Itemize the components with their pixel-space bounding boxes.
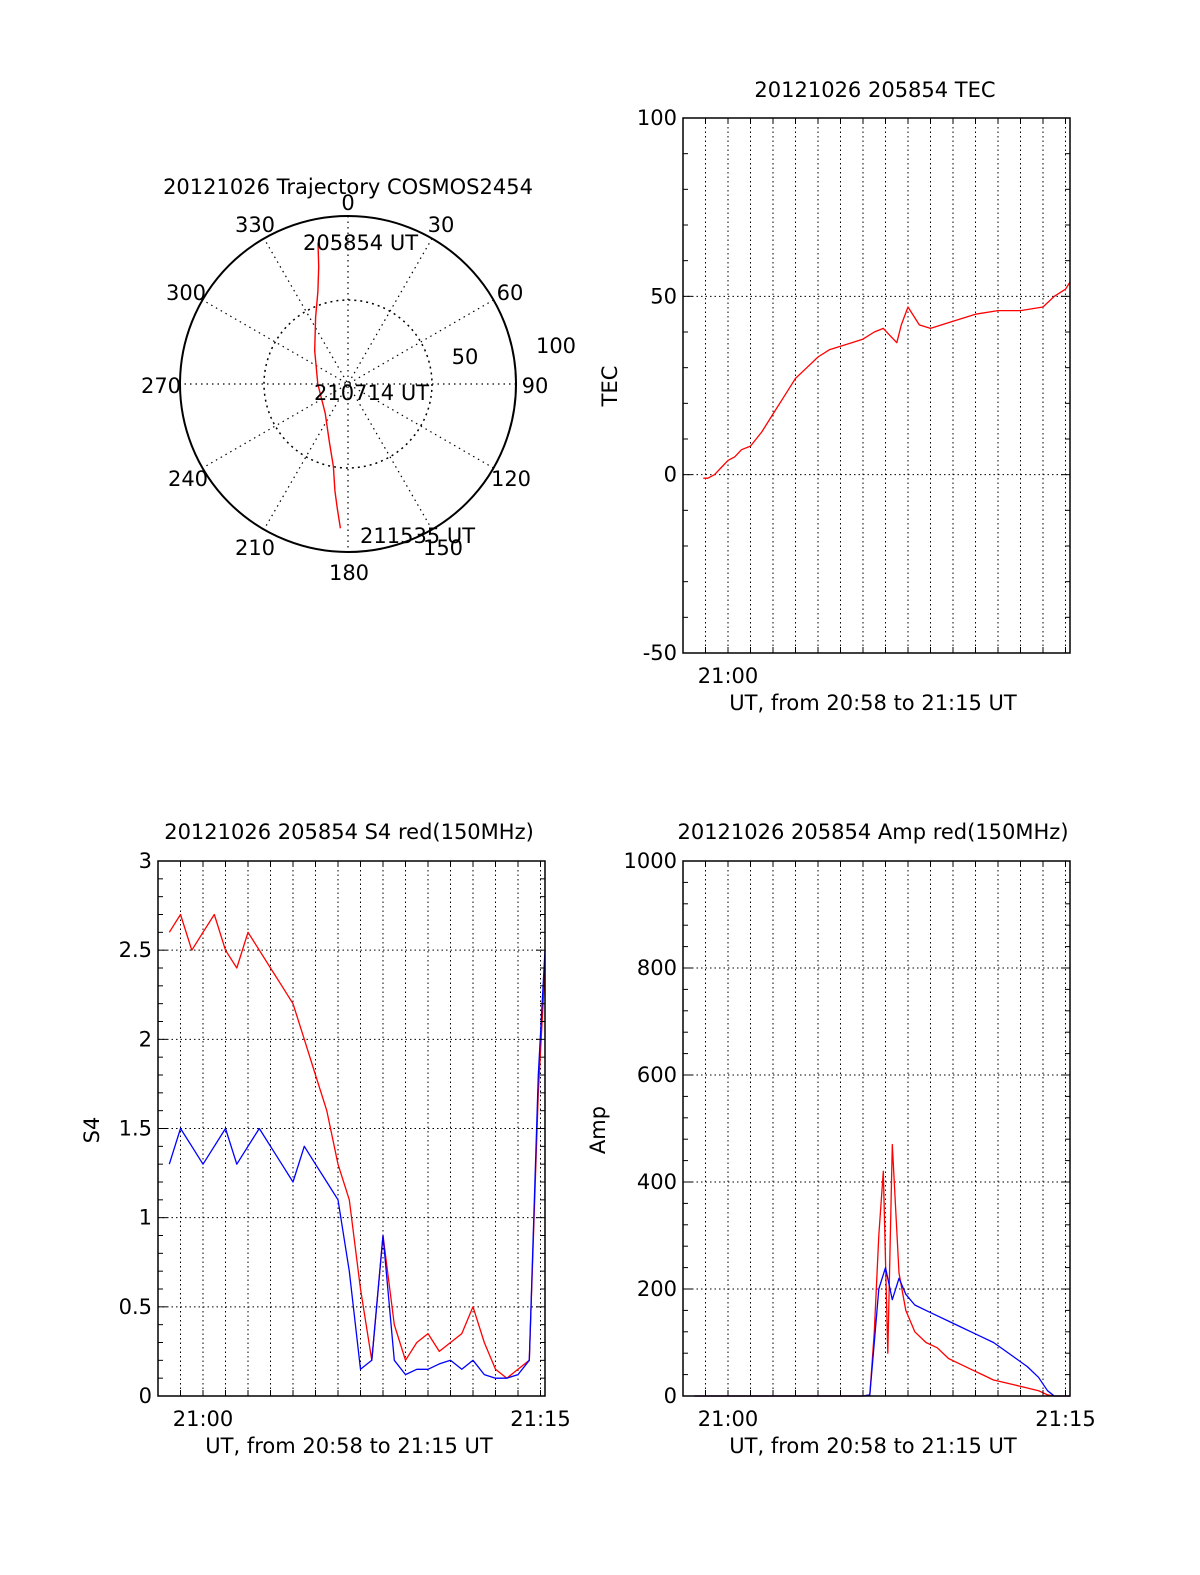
trajectory-end-label: 211535 UT (360, 524, 475, 548)
s4-ytick-label-4: 2 (139, 1027, 152, 1051)
tec-panel: 20121026 205854 TEC -50 0 50 100 21:00 TEC U… (598, 78, 1071, 715)
trajectory-line-0 (313, 242, 342, 529)
radial-label-100: 100 (536, 334, 576, 358)
amp-title: 20121026 205854 Amp red(150MHz) (677, 820, 1068, 844)
tec-ytick-label-0: -50 (643, 641, 677, 665)
polar-angle-labels: 0 30 60 90 120 150 180 210 240 270 300 330 (141, 191, 548, 585)
s4-series-0 (168, 913, 546, 1379)
tec-ytick-label-3: 100 (637, 106, 677, 130)
polar-angle-label-30: 30 (428, 213, 455, 237)
amp-xlabel: UT, from 20:58 to 21:15 UT (729, 1434, 1017, 1458)
polar-spoke-30 (263, 238, 433, 530)
amp-panel: 20121026 205854 Amp red(150MHz) 0 200 400 6… (586, 820, 1096, 1458)
s4-ytick-label-6: 3 (139, 849, 152, 873)
amp-ytick-label-2: 400 (637, 1170, 677, 1194)
trajectory-series (313, 242, 342, 529)
tec-xlabel: UT, from 20:58 to 21:15 UT (729, 691, 1017, 715)
s4-ytick-label-3: 1.5 (119, 1117, 152, 1141)
polar-angle-label-330: 330 (235, 213, 275, 237)
polar-spoke-150 (263, 238, 433, 530)
tec-axes-box (682, 117, 1071, 654)
amp-ytick-label-0: 0 (664, 1384, 677, 1408)
polar-angle-label-0: 0 (341, 191, 354, 215)
trajectory-mid-label: 210714 UT (314, 381, 429, 405)
amp-plot-area: 0 200 400 600 800 1000 21:00 21:15 (624, 849, 1096, 1431)
polar-angle-label-240: 240 (168, 467, 208, 491)
polar-spoke-120 (202, 299, 494, 469)
amp-ylabel: Amp (586, 1106, 610, 1154)
polar-angle-label-300: 300 (166, 281, 206, 305)
polar-angle-label-210: 210 (235, 536, 275, 560)
polar-angle-label-180: 180 (329, 561, 369, 585)
amp-axes-box (682, 860, 1071, 1397)
s4-panel: 20121026 205854 S4 red(150MHz) 0 0.5 1 1.5 2… (80, 820, 571, 1458)
tec-series-0 (703, 281, 1071, 479)
polar-angle-label-120: 120 (491, 467, 531, 491)
radial-label-50: 50 (452, 345, 479, 369)
s4-title: 20121026 205854 S4 red(150MHz) (164, 820, 534, 844)
s4-ytick-label-2: 1 (139, 1206, 152, 1230)
amp-series-1 (694, 1266, 1070, 1397)
s4-ytick-label-1: 0.5 (119, 1295, 152, 1319)
s4-xtick-label-1: 21:15 (510, 1407, 571, 1431)
polar-grid (179, 215, 517, 553)
amp-ytick-label-1: 200 (637, 1277, 677, 1301)
tec-ytick-label-2: 50 (650, 284, 677, 308)
amp-xtick-label-0: 21:00 (698, 1407, 759, 1431)
polar-angle-label-60: 60 (497, 281, 524, 305)
s4-ylabel: S4 (80, 1117, 104, 1144)
polar-title: 20121026 Trajectory COSMOS2454 (163, 175, 533, 199)
amp-xtick-label-1: 21:15 (1035, 1407, 1096, 1431)
trajectory-polar-panel: 20121026 Trajectory COSMOS2454 0 30 60 90 12… (141, 175, 576, 585)
s4-ytick-label-0: 0 (139, 1384, 152, 1408)
amp-ytick-label-3: 600 (637, 1063, 677, 1087)
s4-plot-area: 0 0.5 1 1.5 2 2.5 3 21:00 21:15 (119, 849, 571, 1431)
trajectory-start-label: 205854 UT (303, 231, 418, 255)
polar-angle-label-150: 150 (423, 536, 463, 560)
s4-ytick-label-5: 2.5 (119, 938, 152, 962)
s4-xtick-label-0: 21:00 (173, 1407, 234, 1431)
s4-series-1 (168, 950, 546, 1379)
polar-spoke-60 (202, 299, 494, 469)
tec-title: 20121026 205854 TEC (754, 78, 995, 102)
tec-ylabel: TEC (598, 366, 622, 408)
tec-plot-area: -50 0 50 100 21:00 (637, 106, 1071, 688)
tec-xtick-label-0: 21:00 (698, 664, 759, 688)
tec-ytick-label-1: 0 (664, 463, 677, 487)
polar-ring-100 (179, 215, 517, 553)
amp-ytick-label-4: 800 (637, 956, 677, 980)
amp-ytick-label-5: 1000 (624, 849, 677, 873)
s4-xlabel: UT, from 20:58 to 21:15 UT (205, 1434, 493, 1458)
polar-angle-label-270: 270 (141, 374, 181, 398)
polar-angle-label-90: 90 (522, 374, 549, 398)
polar-ring-50 (263, 299, 433, 469)
